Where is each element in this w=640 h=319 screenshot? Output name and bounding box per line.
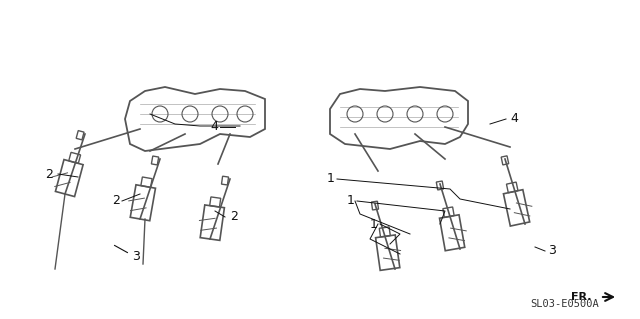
Text: FR.: FR. <box>572 292 592 302</box>
Text: 2: 2 <box>45 167 53 181</box>
Text: 1: 1 <box>327 173 335 186</box>
Text: 1: 1 <box>347 195 355 207</box>
Text: 2: 2 <box>112 195 120 207</box>
Text: 3: 3 <box>548 244 556 257</box>
Text: 1: 1 <box>370 218 378 231</box>
Text: 4: 4 <box>210 120 218 132</box>
Text: SL03-E0500A: SL03-E0500A <box>530 299 599 309</box>
Text: 2: 2 <box>230 211 238 224</box>
Text: 3: 3 <box>132 249 140 263</box>
Text: 4: 4 <box>510 113 518 125</box>
